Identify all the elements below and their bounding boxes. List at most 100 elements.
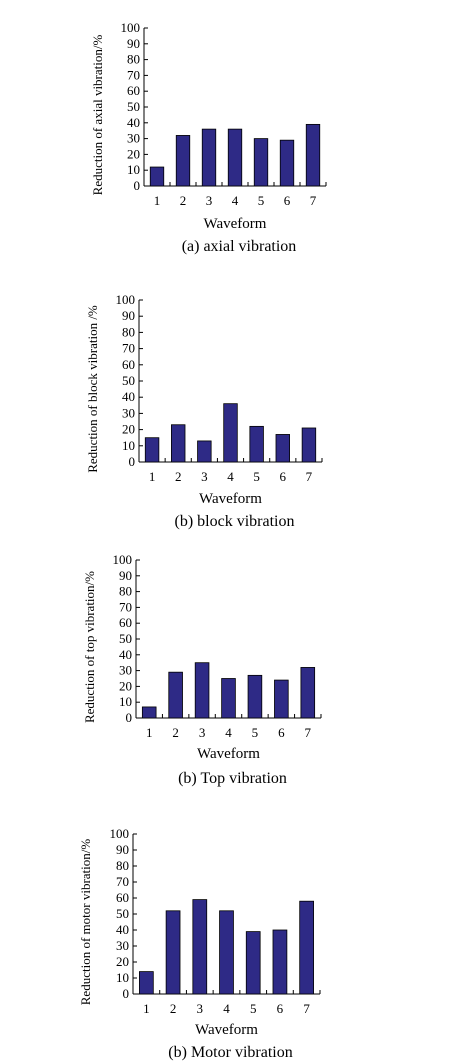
x-tick-label: 7 [303,1001,310,1016]
x-tick-label: 3 [206,193,213,208]
y-tick-label: 40 [127,115,140,130]
bar-6 [279,139,295,187]
bar-1 [144,437,160,463]
y-tick-label: 20 [122,422,135,437]
y-tick-label: 80 [116,858,129,873]
x-tick-label: 2 [175,469,182,484]
y-tick-label: 100 [121,20,141,35]
bar-7 [301,427,317,463]
x-tick-label: 5 [252,725,259,740]
y-tick-label: 90 [122,308,135,323]
bar-3 [201,128,217,187]
y-tick-label: 80 [122,324,135,339]
y-tick-label: 20 [119,678,132,693]
bar-5 [247,674,263,719]
bar-2 [175,135,191,187]
bar-4 [223,403,238,463]
x-tick-label: 5 [253,469,260,484]
chart-caption: (b) Top vibration [178,770,287,787]
y-tick-label: 0 [126,710,133,725]
x-tick-label: 3 [201,469,208,484]
y-tick-label: 0 [129,454,136,469]
bar-3 [194,662,210,719]
bar-2 [168,671,183,719]
bar-7 [305,123,321,187]
x-tick-label: 4 [232,193,239,208]
bar-1 [141,706,157,719]
y-tick-label: 90 [119,568,132,583]
x-tick-label: 5 [258,193,265,208]
y-tick-label: 30 [122,405,135,420]
y-tick-label: 0 [134,178,141,193]
bar-6 [272,929,288,995]
x-tick-label: 4 [223,1001,230,1016]
x-axis-label: Waveform [195,1022,258,1038]
y-tick-label: 90 [127,36,140,51]
y-tick-label: 40 [119,647,132,662]
y-tick-label: 70 [127,67,140,82]
y-tick-label: 0 [123,986,130,1001]
y-tick-label: 20 [116,954,129,969]
bar-2 [165,910,181,995]
y-tick-label: 20 [127,146,140,161]
y-tick-label: 50 [122,373,135,388]
y-tick-label: 40 [116,922,129,937]
y-axis-label: Reduction of block vibration /% [85,305,100,473]
y-tick-label: 10 [122,438,135,453]
bar-1 [139,971,154,995]
x-tick-label: 4 [227,469,234,484]
bar-2 [171,424,186,463]
x-tick-label: 7 [305,725,312,740]
x-tick-label: 7 [310,193,317,208]
y-tick-label: 50 [119,631,132,646]
bar-7 [300,667,316,719]
y-axis-label: Reduction of top vibration/% [82,571,97,723]
x-axis-label: Waveform [199,491,262,507]
bar-5 [249,425,264,463]
x-tick-label: 6 [280,469,287,484]
x-axis-label: Waveform [204,216,267,232]
y-tick-label: 60 [122,357,135,372]
y-tick-label: 70 [122,341,135,356]
x-tick-label: 3 [197,1001,204,1016]
y-tick-label: 40 [122,389,135,404]
y-tick-label: 70 [116,874,129,889]
x-tick-label: 5 [250,1001,257,1016]
bar-7 [299,900,314,995]
x-tick-label: 3 [199,725,206,740]
y-tick-label: 60 [119,615,132,630]
y-tick-label: 30 [119,663,132,678]
x-tick-label: 1 [154,193,161,208]
bar-1 [149,166,165,187]
x-tick-label: 6 [278,725,285,740]
chart-caption: (b) block vibration [175,513,295,530]
bar-3 [197,440,212,463]
y-tick-label: 80 [127,52,140,67]
y-tick-label: 10 [116,970,129,985]
y-tick-label: 10 [127,162,140,177]
y-tick-label: 30 [116,938,129,953]
chart-caption: (a) axial vibration [182,238,297,255]
y-axis-label: Reduction of axial vibration/% [90,35,105,196]
x-tick-label: 7 [306,469,313,484]
y-axis-label: Reduction of motor vibration/% [78,839,93,1006]
y-tick-label: 10 [119,694,132,709]
y-tick-label: 70 [119,599,132,614]
x-tick-label: 1 [143,1001,150,1016]
y-tick-label: 100 [116,292,136,307]
x-axis-label: Waveform [197,746,260,762]
x-tick-label: 2 [172,725,179,740]
chart-caption: (b) Motor vibration [168,1044,292,1061]
y-tick-label: 80 [119,584,132,599]
x-tick-label: 4 [225,725,232,740]
x-tick-label: 6 [284,193,291,208]
x-tick-label: 2 [170,1001,177,1016]
x-tick-label: 1 [146,725,153,740]
bar-5 [245,931,261,995]
x-tick-label: 1 [149,469,156,484]
y-tick-label: 90 [116,842,129,857]
bar-6 [274,679,289,719]
